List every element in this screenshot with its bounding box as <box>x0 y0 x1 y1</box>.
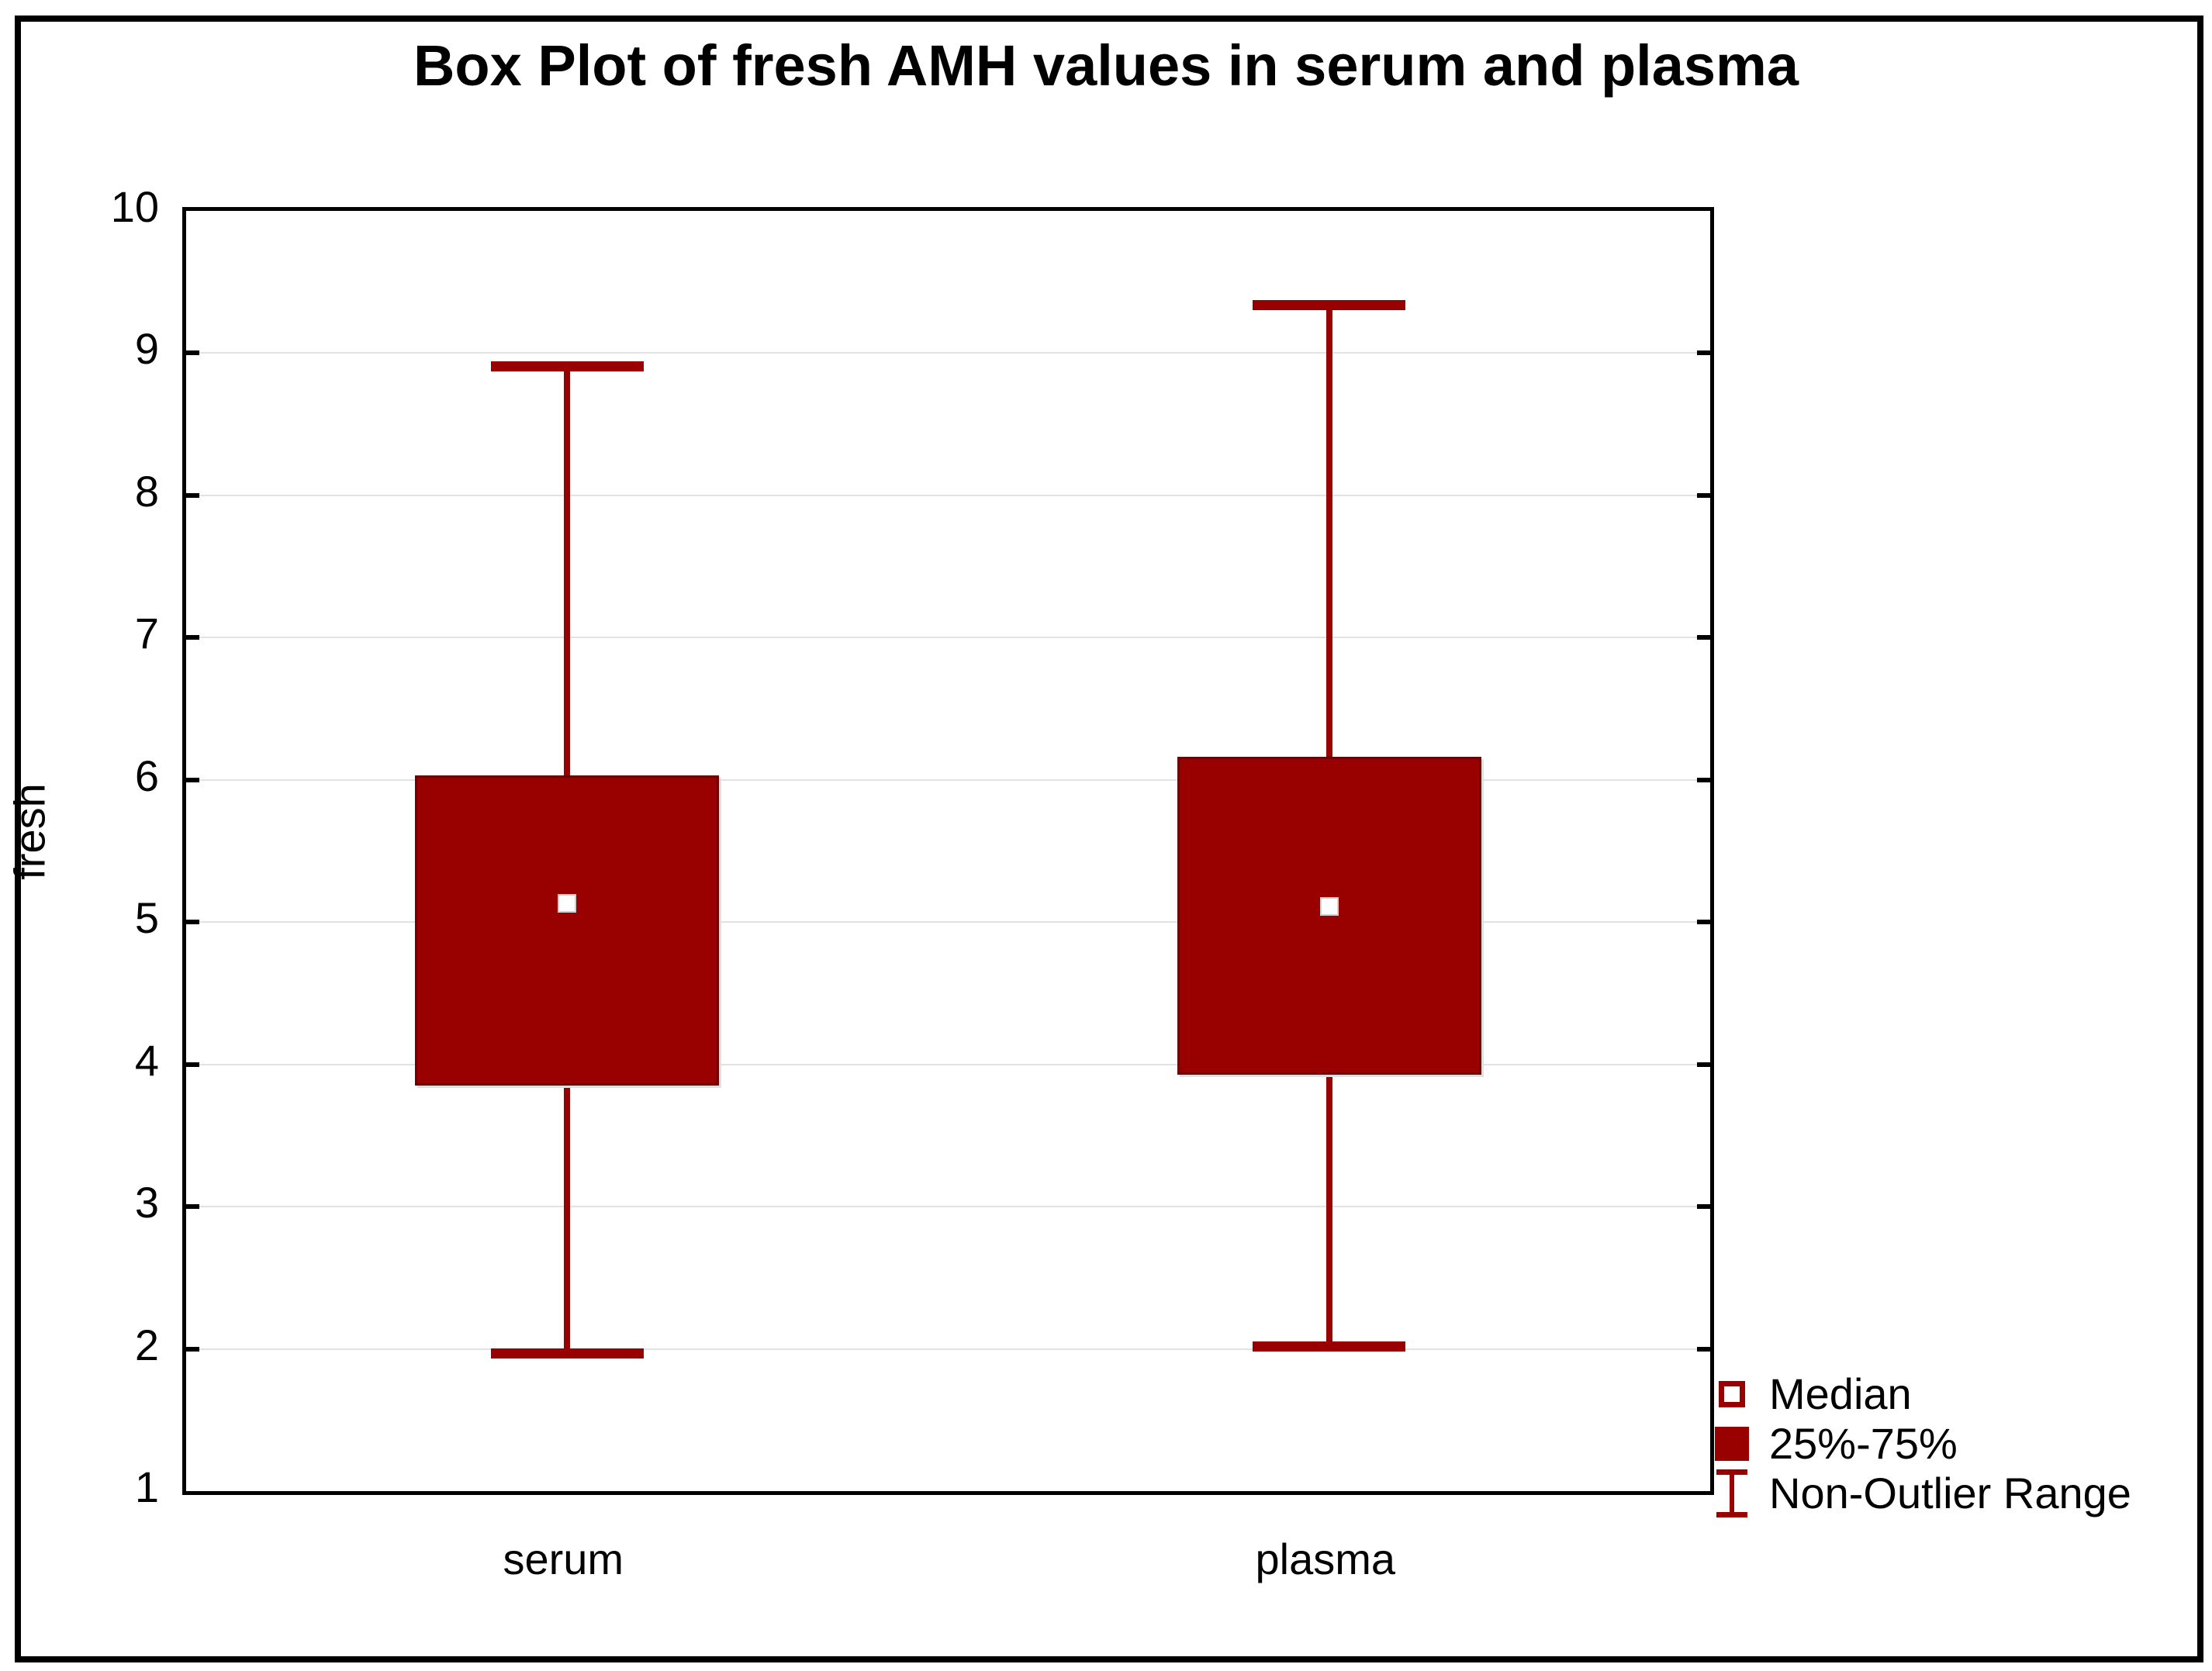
legend-icon-cell-2 <box>1710 1469 1754 1517</box>
legend-label-0: Median <box>1769 1369 1912 1418</box>
y-tick-left-2 <box>186 1346 199 1352</box>
legend-row-1: 25%-75% <box>1710 1419 2131 1469</box>
y-tick-right-9 <box>1697 350 1710 356</box>
whisker-upper-plasma <box>1325 305 1332 758</box>
chart-title: Box Plot of fresh AMH values in serum an… <box>413 33 1799 98</box>
whisker-cap-bottom-serum <box>490 1348 644 1359</box>
iqr-box-serum <box>415 775 720 1086</box>
legend-icon-cell-1 <box>1710 1427 1754 1461</box>
y-tick-label-10: 10 <box>110 182 159 231</box>
gridline-y-6 <box>186 779 1710 781</box>
iqr-legend-icon <box>1715 1427 1749 1461</box>
gridline-y-3 <box>186 1206 1710 1208</box>
y-tick-left-7 <box>186 635 199 640</box>
gridline-y-2 <box>186 1348 1710 1350</box>
y-axis-title: fresh <box>5 783 54 880</box>
y-tick-label-8: 8 <box>134 466 159 516</box>
y-tick-label-4: 4 <box>134 1035 159 1085</box>
gridline-y-8 <box>186 494 1710 496</box>
legend: Median 25%-75% Non-Outlier Range <box>1710 1369 2131 1518</box>
y-tick-right-7 <box>1697 635 1710 640</box>
legend-label-2: Non-Outlier Range <box>1769 1469 2131 1517</box>
y-tick-label-5: 5 <box>134 893 159 943</box>
whisker-lower-plasma <box>1325 1074 1332 1346</box>
whisker-cap-top-plasma <box>1253 300 1406 311</box>
y-tick-left-3 <box>186 1204 199 1210</box>
y-tick-right-5 <box>1697 920 1710 925</box>
y-tick-right-2 <box>1697 1346 1710 1352</box>
y-tick-left-4 <box>186 1062 199 1067</box>
plot-area <box>182 207 1714 1495</box>
y-tick-label-1: 1 <box>134 1462 159 1511</box>
y-tick-right-4 <box>1697 1062 1710 1067</box>
y-tick-left-5 <box>186 920 199 925</box>
legend-row-2: Non-Outlier Range <box>1710 1469 2131 1518</box>
whisker-icon-cap-top <box>1716 1469 1747 1475</box>
y-tick-label-2: 2 <box>134 1320 159 1369</box>
y-tick-label-7: 7 <box>134 609 159 658</box>
whisker-upper-serum <box>564 365 571 776</box>
y-tick-left-6 <box>186 777 199 782</box>
whisker-cap-bottom-plasma <box>1253 1341 1406 1352</box>
x-tick-label-serum: serum <box>503 1535 624 1583</box>
whisker-lower-serum <box>564 1086 571 1354</box>
whisker-cap-top-serum <box>490 361 644 371</box>
gridline-y-5 <box>186 921 1710 924</box>
gridline-y-9 <box>186 352 1710 354</box>
y-tick-right-8 <box>1697 492 1710 498</box>
legend-row-0: Median <box>1710 1369 2131 1419</box>
y-tick-right-6 <box>1697 777 1710 782</box>
y-tick-label-9: 9 <box>134 324 159 374</box>
figure-border <box>15 16 2203 1662</box>
median-legend-icon <box>1719 1381 1745 1407</box>
y-tick-left-9 <box>186 350 199 356</box>
median-marker-plasma <box>1319 897 1339 917</box>
y-tick-left-8 <box>186 492 199 498</box>
median-marker-serum <box>558 894 577 913</box>
legend-label-1: 25%-75% <box>1769 1419 1958 1468</box>
gridline-y-7 <box>186 637 1710 639</box>
y-tick-right-3 <box>1697 1204 1710 1210</box>
non-outlier-range-legend-icon <box>1716 1469 1747 1517</box>
y-tick-label-6: 6 <box>134 751 159 800</box>
legend-icon-cell-0 <box>1710 1381 1754 1407</box>
gridline-y-4 <box>186 1063 1710 1065</box>
y-tick-label-3: 3 <box>134 1178 159 1227</box>
whisker-icon-stem <box>1730 1469 1734 1517</box>
whisker-icon-cap-bottom <box>1716 1512 1747 1517</box>
x-tick-label-plasma: plasma <box>1255 1535 1396 1583</box>
